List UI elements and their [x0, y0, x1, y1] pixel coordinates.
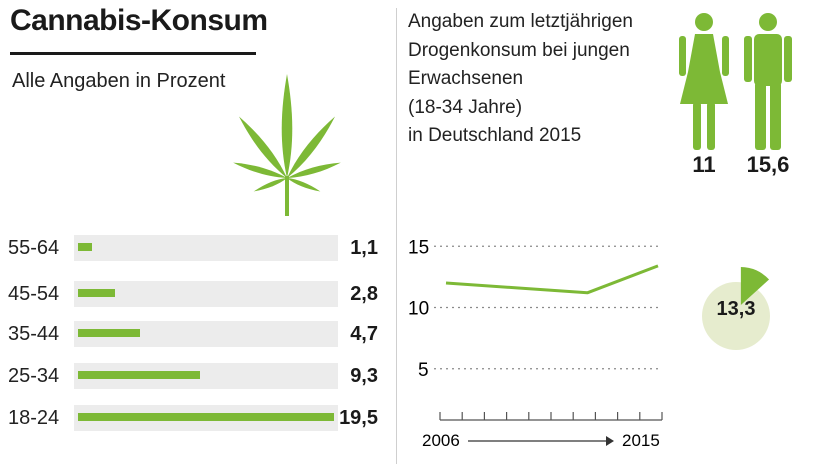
cannabis-leaf-icon [233, 74, 341, 216]
pie-slice [740, 267, 770, 306]
age-label: 35-44 [8, 323, 60, 345]
age-row: 45-54 2,8 [8, 280, 388, 308]
x-axis-ticks [439, 412, 663, 420]
age-row: 35-44 4,7 [8, 320, 388, 348]
age-row: 55-64 1,1 [8, 234, 388, 262]
bar-value-label: 9,3 [350, 365, 378, 387]
bar-value-label: 4,7 [350, 323, 378, 345]
bar [78, 329, 140, 337]
age-row: 25-34 9,3 [8, 362, 388, 390]
column-divider [396, 8, 397, 464]
x-end-label: 2015 [622, 431, 660, 450]
age-label: 25-34 [8, 365, 60, 387]
age-label: 18-24 [8, 407, 60, 429]
subtitle: Alle Angaben in Prozent [12, 70, 226, 92]
time-arrow-head-icon [606, 436, 614, 446]
heading-line: (18-34 Jahre) [408, 96, 523, 118]
bar-value-label: 1,1 [350, 237, 378, 259]
bar-track [74, 235, 338, 261]
age-label: 55-64 [8, 237, 60, 259]
page-title: Cannabis-Konsum [10, 4, 268, 37]
y-tick-label: 15 [408, 237, 429, 258]
bar [78, 243, 93, 251]
heading-line: Drogenkonsum bei jungen [408, 39, 630, 61]
pie-value-label: 13,3 [716, 298, 756, 320]
heading-line: Erwachsenen [408, 68, 524, 89]
y-tick-label: 10 [408, 299, 429, 320]
pie-background [702, 282, 770, 350]
male-value: 15,6 [746, 152, 790, 177]
bar [78, 371, 201, 379]
age-row: 18-24 19,5 [8, 404, 388, 432]
y-tick-label: 5 [418, 360, 429, 381]
x-start-label: 2006 [422, 431, 460, 450]
bar-track [74, 405, 338, 431]
survey-heading: Angaben zum letztjährigen Drogenkonsum b… [408, 8, 688, 151]
share-pie-chart [702, 267, 770, 350]
age-label: 45-54 [8, 283, 60, 305]
bar-value-label: 2,8 [350, 283, 378, 305]
trend-line-chart: 15 10 5 2006 2015 [408, 237, 663, 450]
title-underline [10, 52, 256, 55]
trend-series-line [445, 264, 659, 295]
woman-icon [679, 13, 729, 150]
heading-line: in Deutschland 2015 [408, 125, 582, 146]
man-icon [744, 13, 792, 150]
bar-track [74, 281, 338, 307]
female-value: 11 [692, 152, 716, 177]
heading-line: Angaben zum letztjährigen [408, 11, 633, 32]
bar-track [74, 363, 338, 389]
bar [78, 289, 115, 297]
bar-track [74, 321, 338, 347]
bar-value-label: 19,5 [339, 407, 378, 429]
bar [78, 413, 334, 421]
